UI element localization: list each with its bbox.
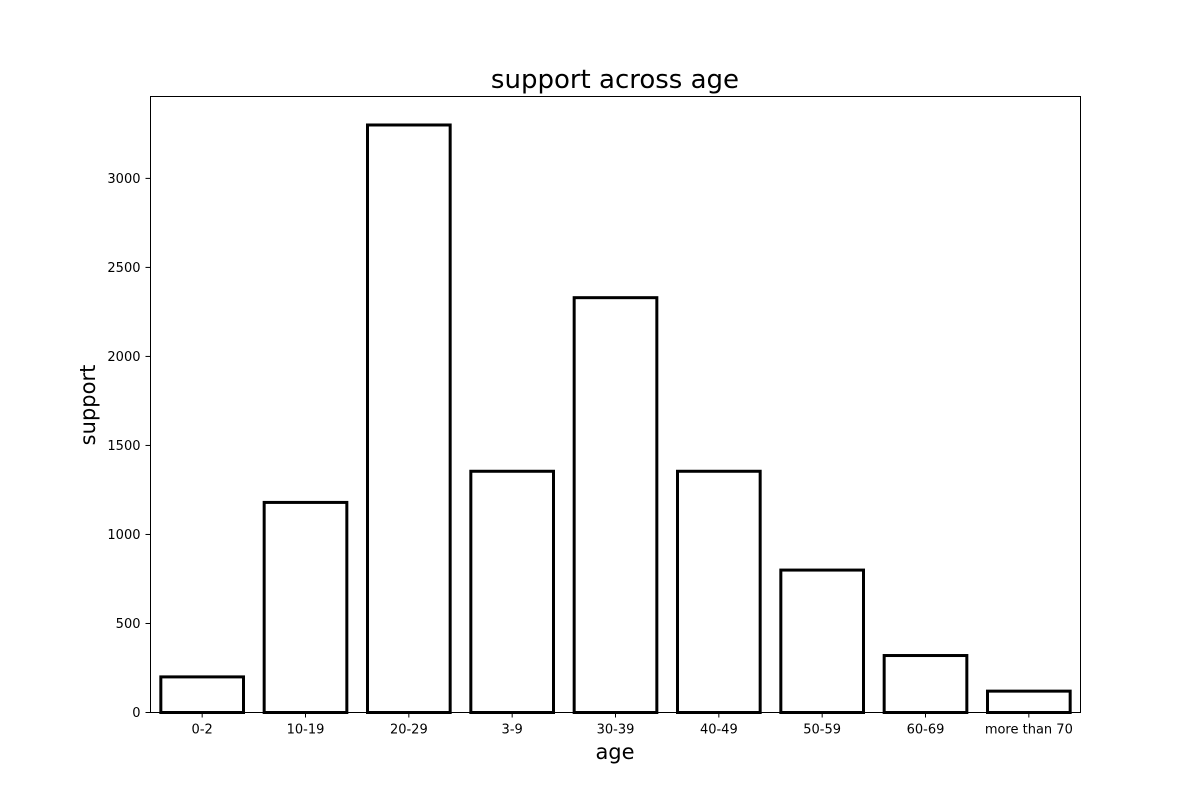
y-tick-label: 3000: [107, 172, 140, 187]
x-tick-label: 50-59: [803, 723, 841, 738]
x-tick-label: 40-49: [700, 723, 738, 738]
x-tick-label: more than 70: [985, 723, 1073, 738]
x-tick-label: 60-69: [907, 723, 945, 738]
y-tick-label: 2500: [107, 261, 140, 276]
y-axis: 0 500 1000 1500 2000 2500 3000: [107, 172, 151, 721]
y-tick-label: 1500: [107, 439, 140, 454]
y-tick-label: 2000: [107, 350, 140, 365]
x-axis-label: age: [595, 740, 634, 764]
y-tick-label: 500: [116, 617, 141, 632]
bars-group: [159, 123, 1072, 715]
bar-0-2: [159, 675, 245, 715]
x-tick-label: 3-9: [502, 723, 523, 738]
bar-60-69: [882, 654, 969, 715]
x-tick-label: 0-2: [192, 723, 213, 738]
x-axis: 0-2 10-19 20-29 3-9 30-39 40-49 50-59 60-69 more…: [192, 712, 1073, 738]
bar-20-29: [366, 123, 452, 715]
bar-more-than-70: [986, 689, 1072, 715]
bar-30-39: [572, 296, 659, 714]
bar-3-9: [469, 469, 556, 714]
y-tick-label: 1000: [107, 528, 140, 543]
plot-frame: [150, 96, 1081, 713]
y-tick-label: 0: [132, 706, 140, 721]
bar-50-59: [779, 568, 865, 715]
chart-title: support across age: [491, 65, 739, 95]
y-axis-label: support: [76, 365, 100, 446]
x-tick-label: 30-39: [597, 723, 635, 738]
x-tick-label: 20-29: [390, 723, 428, 738]
bar-40-49: [676, 469, 762, 714]
bar-10-19: [262, 500, 349, 714]
x-tick-label: 10-19: [287, 723, 325, 738]
